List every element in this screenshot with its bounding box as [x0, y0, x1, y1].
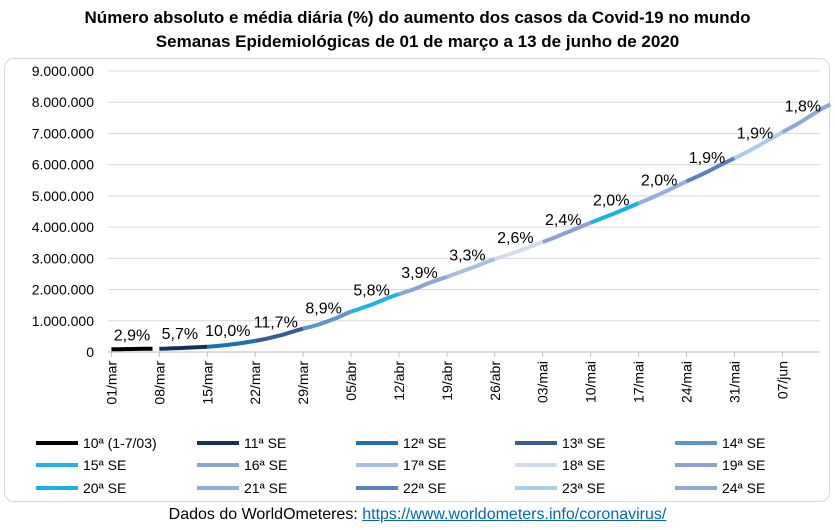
x-tick-label: 26/abr	[487, 361, 503, 401]
data-label: 2,0%	[641, 172, 677, 189]
series-line	[733, 130, 784, 161]
data-label: 1,8%	[785, 99, 821, 116]
legend-label: 16ª SE	[244, 457, 287, 473]
chart-title-line2: Semanas Epidemiológicas de 01 de março a…	[155, 32, 680, 51]
series-line	[111, 346, 153, 352]
legend-label: 23ª SE	[562, 480, 605, 496]
data-label: 3,3%	[449, 247, 485, 264]
x-tick-label: 10/mai	[583, 361, 599, 403]
legend-label: 15ª SE	[83, 457, 126, 473]
x-tick-label: 01/mar	[103, 361, 119, 405]
data-label: 2,9%	[114, 327, 150, 344]
series-line	[781, 102, 832, 135]
legend-label: 20ª SE	[83, 480, 126, 496]
y-tick-label: 8.000.000	[32, 94, 94, 110]
data-label: 5,8%	[353, 283, 389, 300]
x-tick-label: 31/mai	[726, 361, 742, 403]
series-line	[207, 338, 256, 349]
series-line	[637, 179, 688, 206]
legend-label: 21ª SE	[244, 480, 287, 496]
data-label: 11,7%	[254, 314, 298, 331]
series-line	[350, 292, 400, 314]
x-tick-label: 17/mai	[631, 361, 647, 403]
series-line	[494, 240, 544, 261]
y-tick-label: 4.000.000	[32, 219, 94, 235]
series-line	[302, 309, 352, 331]
legend-label: 12ª SE	[403, 435, 446, 451]
legend-label: 22ª SE	[403, 480, 446, 496]
data-label: 2,0%	[593, 193, 629, 210]
data-label: 1,9%	[737, 126, 773, 143]
x-tick-label: 08/mar	[151, 361, 167, 405]
series-line	[446, 257, 496, 279]
legend-label: 14ª SE	[722, 435, 765, 451]
x-tick-label: 05/abr	[343, 361, 359, 401]
chart-title-line1: Número absoluto e média diária (%) do au…	[84, 8, 751, 27]
y-tick-label: 2.000.000	[32, 282, 94, 298]
legend-label: 11ª SE	[244, 435, 286, 451]
data-label: 1,9%	[689, 150, 725, 167]
series-line	[159, 344, 208, 351]
y-tick-label: 0	[86, 344, 94, 360]
y-tick-label: 5.000.000	[32, 188, 94, 204]
x-tick-label: 03/mai	[535, 361, 551, 403]
chart-frame	[4, 58, 830, 502]
data-label: 2,4%	[545, 212, 581, 229]
series-line	[254, 326, 304, 343]
legend-label: 19ª SE	[722, 457, 765, 473]
y-tick-label: 7.000.000	[32, 125, 94, 141]
y-tick-label: 3.000.000	[32, 250, 94, 266]
legend-label: 18ª SE	[562, 457, 605, 473]
data-label: 3,9%	[401, 265, 437, 282]
data-label: 8,9%	[305, 301, 341, 318]
x-tick-label: 22/mar	[247, 361, 263, 405]
legend-label: 17ª SE	[403, 457, 446, 473]
x-tick-label: 29/mar	[295, 361, 311, 405]
x-tick-label: 07/jun	[774, 361, 790, 399]
data-label: 5,7%	[162, 326, 198, 343]
legend-label: 13ª SE	[562, 435, 605, 451]
legend-label: 24ª SE	[722, 480, 765, 496]
legend-label: 10ª (1-7/03)	[83, 435, 157, 451]
x-tick-label: 15/mar	[199, 361, 215, 405]
source-footer: Dados do WorldOmeteres: https://www.worl…	[0, 504, 835, 526]
y-tick-label: 6.000.000	[32, 157, 94, 173]
series-line	[685, 156, 736, 184]
source-link[interactable]: https://www.worldometers.info/coronaviru…	[362, 506, 667, 523]
x-tick-label: 12/abr	[391, 361, 407, 401]
x-tick-label: 19/abr	[439, 361, 455, 401]
series-line	[398, 275, 448, 296]
source-prefix: Dados do WorldOmeteres:	[168, 506, 358, 523]
data-label: 2,6%	[497, 230, 533, 247]
series-line	[542, 220, 592, 244]
data-label: 10,0%	[205, 323, 250, 340]
y-tick-label: 1.000.000	[32, 313, 94, 329]
x-tick-label: 24/mai	[679, 361, 695, 403]
series-line	[589, 201, 640, 225]
y-tick-label: 9.000.000	[32, 63, 94, 79]
